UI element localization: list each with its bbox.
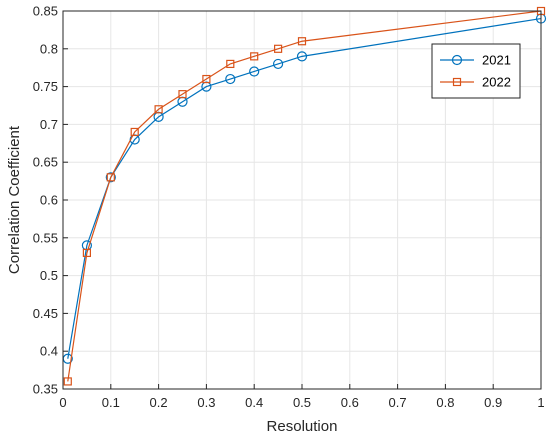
y-tick-label: 0.5 [40, 268, 58, 283]
x-tick-label: 0.5 [293, 395, 311, 410]
data-point [273, 58, 284, 70]
y-tick-label: 0.6 [40, 193, 58, 208]
data-point [274, 44, 283, 53]
legend-item: 2021 [440, 53, 511, 68]
data-point [225, 73, 236, 85]
y-tick-label: 0.7 [40, 117, 58, 132]
y-tick-label: 0.55 [33, 230, 58, 245]
y-tick-label: 0.75 [33, 79, 58, 94]
x-tick-label: 0.8 [436, 395, 454, 410]
data-point [82, 248, 92, 258]
x-tick-label: 1 [537, 395, 544, 410]
legend-label: 2022 [482, 75, 511, 90]
data-point [226, 59, 235, 69]
axes: 0 0.1 0.2 0.3 0.4 0.5 0.6 0.7 0.8 0.9 1 0.35 0.4 0.45… [33, 4, 545, 411]
x-tick-label: 0.9 [484, 395, 502, 410]
x-tick-label: 0.7 [389, 395, 407, 410]
data-point [250, 52, 259, 61]
data-point [249, 66, 260, 77]
legend-marker [452, 77, 462, 87]
y-tick-label: 0.45 [33, 306, 58, 321]
x-axis-title: Resolution [267, 418, 338, 435]
series-2022 [63, 6, 546, 386]
x-tick-label: 0.4 [245, 395, 263, 410]
data-point [297, 37, 307, 46]
x-tick-label: 0.2 [150, 395, 168, 410]
y-tick-label: 0.35 [33, 382, 58, 397]
legend-item: 2022 [440, 75, 511, 90]
y-tick-label: 0.65 [33, 155, 58, 170]
data-point [106, 173, 115, 182]
data-point [130, 127, 139, 137]
legend: 2021 2022 [431, 43, 521, 99]
y-tick-label: 0.4 [40, 344, 58, 359]
y-tick-label: 0.8 [40, 41, 58, 56]
data-point [63, 377, 72, 386]
data-point [105, 172, 116, 183]
x-tick-label: 0.3 [197, 395, 215, 410]
legend-marker [451, 54, 463, 66]
x-tick-label: 0.6 [341, 395, 359, 410]
y-axis-title: Correlation Coefficient [6, 125, 23, 274]
legend-box [431, 43, 521, 99]
data-point [178, 90, 187, 99]
legend-label: 2021 [482, 53, 511, 68]
y-tick-label: 0.85 [33, 4, 58, 19]
x-tick-label: 0.1 [102, 395, 120, 410]
data-point [202, 74, 211, 84]
x-tick-label: 0 [59, 395, 66, 410]
data-point [296, 51, 308, 62]
series-layer [62, 6, 547, 386]
data-point [154, 105, 163, 114]
